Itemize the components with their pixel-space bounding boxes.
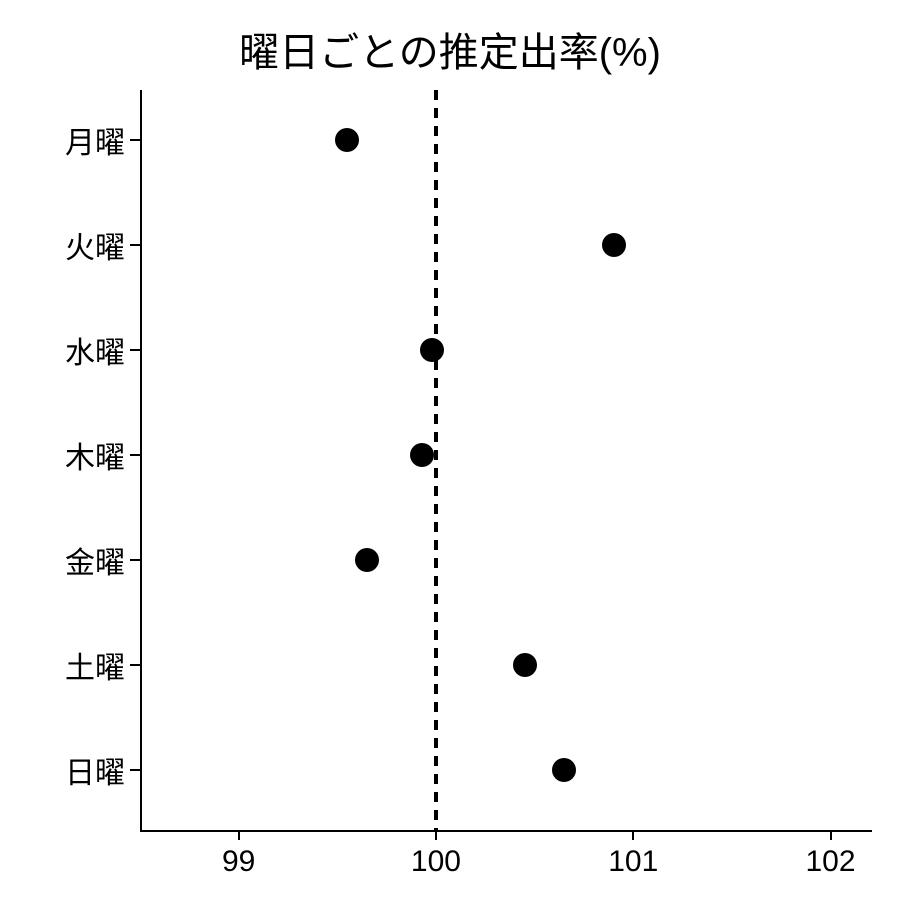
y-axis-tick bbox=[130, 559, 140, 561]
chart-container: 曜日ごとの推定出率(%) 月曜火曜水曜木曜金曜土曜日曜 99 100 101 102 bbox=[0, 0, 900, 900]
x-axis-tick bbox=[632, 830, 634, 840]
reference-line bbox=[434, 90, 440, 830]
data-point bbox=[410, 443, 434, 467]
data-point bbox=[513, 653, 537, 677]
x-axis-tick bbox=[238, 830, 240, 840]
y-axis-label: 土曜 bbox=[25, 643, 125, 687]
data-point bbox=[552, 758, 576, 782]
y-axis-label: 火曜 bbox=[25, 223, 125, 267]
y-axis-label: 木曜 bbox=[25, 433, 125, 477]
data-point bbox=[355, 548, 379, 572]
data-point bbox=[335, 128, 359, 152]
x-axis-label: 99 bbox=[222, 845, 255, 879]
y-axis-tick bbox=[130, 244, 140, 246]
y-axis-tick bbox=[130, 349, 140, 351]
y-axis-label: 水曜 bbox=[25, 328, 125, 372]
y-axis-tick bbox=[130, 769, 140, 771]
y-axis-label: 月曜 bbox=[25, 118, 125, 162]
y-axis-tick bbox=[130, 139, 140, 141]
y-axis-tick bbox=[130, 664, 140, 666]
data-point bbox=[420, 338, 444, 362]
x-axis-label: 102 bbox=[806, 845, 856, 879]
x-axis-label: 100 bbox=[411, 845, 461, 879]
y-axis-tick bbox=[130, 454, 140, 456]
y-axis-label: 日曜 bbox=[25, 748, 125, 792]
plot-area bbox=[140, 90, 872, 832]
x-axis-label: 101 bbox=[608, 845, 658, 879]
x-axis-tick bbox=[830, 830, 832, 840]
data-point bbox=[602, 233, 626, 257]
chart-title: 曜日ごとの推定出率(%) bbox=[0, 20, 900, 78]
x-axis-tick bbox=[435, 830, 437, 840]
y-axis-label: 金曜 bbox=[25, 538, 125, 582]
